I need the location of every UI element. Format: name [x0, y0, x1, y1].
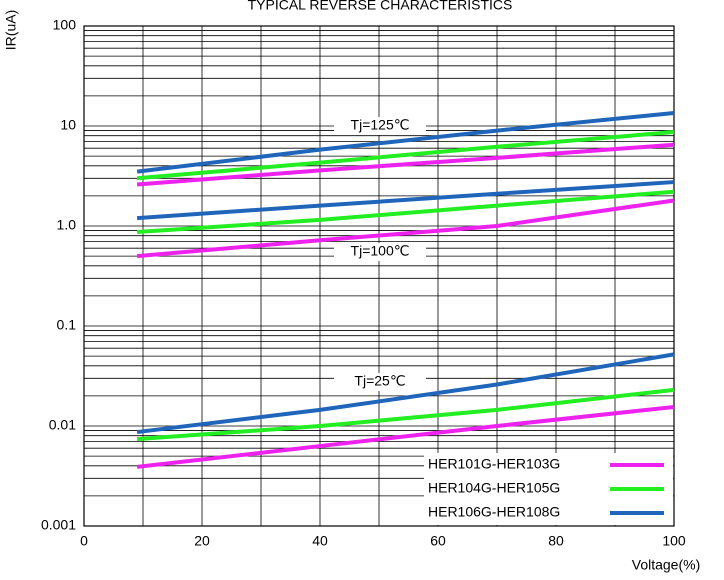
series-line	[136, 189, 675, 235]
x-tick-label: 0	[80, 533, 88, 549]
annotation-bg	[334, 373, 426, 391]
legend-label: HER106G-HER108G	[428, 504, 560, 520]
series-line	[136, 198, 675, 259]
series-line	[136, 130, 675, 181]
annotation-bg	[334, 117, 426, 135]
y-tick-label: 0.1	[57, 317, 77, 333]
x-tick-label: 60	[430, 533, 446, 549]
y-tick-label: 10	[60, 117, 76, 133]
series-line	[136, 142, 675, 187]
x-tick-label: 20	[194, 533, 210, 549]
series-line	[136, 404, 675, 469]
annotation: Tj=125℃	[351, 117, 410, 133]
series-line	[136, 180, 675, 221]
annotation: Tj=100℃	[351, 243, 410, 259]
x-axis-label: Voltage(%)	[632, 557, 700, 573]
y-tick-label: 100	[53, 17, 77, 33]
y-tick-label: 0.01	[49, 417, 76, 433]
y-tick-label: 1.0	[57, 217, 77, 233]
y-tick-label: 0.001	[41, 517, 76, 533]
chart-title: TYPICAL REVERSE CHARACTERISTICS	[248, 0, 513, 13]
legend-label: HER101G-HER103G	[428, 456, 560, 472]
series-line	[136, 110, 675, 174]
x-tick-label: 80	[548, 533, 564, 549]
y-axis-label: IR(uA)	[3, 10, 19, 50]
x-tick-label: 100	[662, 533, 686, 549]
annotation-bg	[334, 243, 426, 261]
annotation: Tj=25℃	[354, 373, 405, 389]
x-tick-label: 40	[312, 533, 328, 549]
series-line	[136, 387, 675, 442]
legend-label: HER104G-HER105G	[428, 480, 560, 496]
plot-frame	[83, 25, 675, 527]
series-line	[136, 352, 675, 435]
